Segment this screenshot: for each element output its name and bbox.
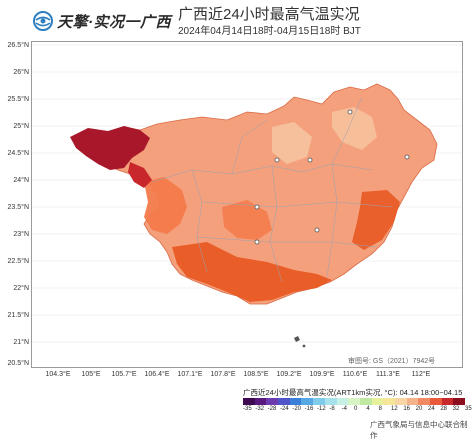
legend-swatch (418, 398, 430, 405)
lat-tick-label: 22°N (13, 285, 29, 292)
legend-swatch (453, 398, 466, 405)
legend-value-label: 24 (428, 406, 435, 412)
legend-swatch (383, 398, 395, 405)
lat-tick-label: 22.5°N (7, 258, 29, 265)
legend-swatch (324, 398, 337, 405)
legend-value-label: 32 (452, 406, 460, 412)
color-legend (243, 398, 466, 405)
hot-region-central (222, 200, 272, 240)
hot-region-east (352, 190, 400, 250)
very-hot-region-west-edge (128, 162, 152, 188)
city-marker (307, 157, 313, 163)
legend-swatch (243, 398, 255, 405)
hot-region-south (172, 242, 332, 302)
footer-credit: 广西气象局与信息中心联合制作 (370, 420, 468, 440)
mild-region-northeast (332, 107, 377, 150)
logo: 天擎·实况一广西 (33, 10, 171, 32)
hot-region-west (144, 177, 187, 234)
legend-swatch (394, 398, 407, 405)
legend-value-label: -16 (304, 406, 314, 412)
lon-tick-label: 106.4°E (144, 371, 170, 378)
island (302, 344, 306, 348)
map-subtitle: 2024年04月14日18时-04月15日18时 BJT (178, 26, 361, 37)
legend-swatch (266, 398, 279, 405)
logo-text: 天擎·实况一广西 (57, 13, 171, 31)
legend-value-label: -12 (317, 406, 326, 412)
legend-value-label: -4 (341, 406, 347, 412)
legend-swatch (313, 398, 325, 405)
legend-swatch (359, 398, 372, 405)
lon-tick-label: 105°E (81, 371, 101, 378)
legend-value-label: -20 (292, 406, 301, 412)
legend-swatch (336, 398, 349, 405)
lat-tick-label: 24.5°N (7, 150, 29, 157)
legend-swatch (441, 398, 454, 405)
temperature-map (32, 44, 462, 348)
lon-tick-label: 109.9°E (309, 371, 335, 378)
lat-tick-label: 23°N (13, 231, 29, 238)
legend-swatch (406, 398, 419, 405)
map-approval-number: 审图号: GS（2021）7942号 (348, 358, 436, 365)
legend-labels: -35 -32 -28 -24 -20 -16 -12 -8 -4 0 4 8 12 16 20 24 28 32… (240, 406, 472, 415)
legend-value-label: 28 (440, 406, 448, 412)
lon-tick-label: 112°E (411, 371, 431, 378)
city-marker (274, 157, 280, 163)
legend-swatch (289, 398, 302, 405)
lat-tick-label: 24°N (13, 177, 29, 184)
legend-value-label: -32 (255, 406, 264, 412)
map-title: 广西近24小时最高气温实况 (178, 6, 360, 23)
very-hot-region-northwest (70, 126, 150, 170)
lat-tick-label: 21.5°N (7, 312, 29, 319)
city-marker (314, 227, 320, 233)
lon-tick-label: 109.2°E (276, 371, 302, 378)
legend-value-label: 16 (403, 406, 411, 412)
city-marker (404, 154, 410, 160)
header: 天擎·实况一广西 广西近24小时最高气温实况 2024年04月14日18时-04… (0, 0, 474, 40)
legend-value-label: -8 (329, 406, 335, 412)
lon-tick-label: 111.3°E (376, 371, 400, 378)
legend-swatch (301, 398, 314, 405)
city-marker (254, 204, 260, 210)
legend-value-label: 20 (415, 406, 423, 412)
legend-value-label: 4 (366, 406, 370, 412)
lon-tick-label: 107.8°E (210, 371, 236, 378)
lat-tick-label: 26.5°N (7, 42, 29, 49)
lon-tick-label: 105.7°E (111, 371, 137, 378)
lat-tick-label: 26°N (13, 69, 29, 76)
legend-value-label: -28 (267, 406, 277, 412)
legend-value-label: -35 (243, 406, 252, 412)
legend-swatch (254, 398, 267, 405)
island (294, 336, 300, 342)
legend-value-label: 0 (354, 406, 358, 412)
legend-swatch (278, 398, 290, 405)
lat-tick-label: 20.5°N (7, 360, 29, 367)
logo-globe-icon (33, 11, 53, 31)
legend-swatch (430, 398, 442, 405)
lat-tick-label: 25.5°N (7, 96, 29, 103)
lon-tick-label: 110.6°E (342, 371, 368, 378)
map-frame (31, 41, 463, 368)
legend-value-label: 12 (391, 406, 398, 412)
city-marker (254, 239, 260, 245)
legend-swatch (348, 398, 360, 405)
lon-tick-label: 104.3°E (45, 371, 71, 378)
lat-tick-label: 23.5°N (7, 204, 29, 211)
legend-swatch (371, 398, 384, 405)
legend-value-label: 35 (465, 406, 472, 412)
legend-value-label: -24 (280, 406, 289, 412)
lat-tick-label: 25°N (13, 123, 29, 130)
lat-tick-label: 21°N (13, 339, 29, 346)
lon-tick-label: 107.1°E (177, 371, 203, 378)
lon-tick-label: 108.5°E (243, 371, 269, 378)
city-marker (347, 109, 353, 115)
legend-value-label: 8 (378, 406, 382, 412)
mild-region-north (272, 122, 312, 164)
